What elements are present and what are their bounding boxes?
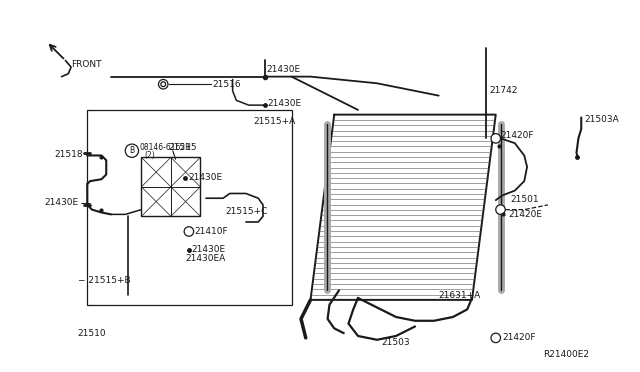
Text: − 21515+B: − 21515+B [77, 276, 131, 285]
Text: 21503A: 21503A [584, 115, 619, 124]
Text: (2): (2) [144, 151, 155, 160]
Text: 21501: 21501 [510, 195, 539, 204]
Text: 21430E: 21430E [192, 245, 226, 254]
Text: 21410F: 21410F [195, 227, 228, 236]
Text: 21430E: 21430E [188, 173, 222, 182]
Text: 21420F: 21420F [502, 333, 536, 342]
Text: FRONT: FRONT [71, 60, 102, 69]
Circle shape [161, 82, 166, 87]
Text: 21420E: 21420E [508, 210, 542, 219]
Circle shape [184, 227, 194, 236]
Text: 21742: 21742 [489, 86, 518, 95]
Circle shape [491, 333, 500, 343]
Text: 21518: 21518 [54, 150, 83, 159]
Bar [87, 110, 291, 305]
Text: 21430E: 21430E [45, 199, 79, 208]
Text: 21430E: 21430E [267, 64, 301, 74]
Text: 21420F: 21420F [500, 131, 534, 140]
Circle shape [159, 80, 168, 89]
Circle shape [496, 205, 505, 214]
Text: 21430EA: 21430EA [185, 254, 225, 263]
Text: 21430E: 21430E [268, 99, 302, 108]
Text: 21503: 21503 [381, 338, 410, 347]
Text: 21516: 21516 [212, 80, 241, 89]
Text: 21631+A: 21631+A [439, 291, 481, 299]
Text: 21510: 21510 [77, 328, 106, 338]
Circle shape [125, 144, 138, 157]
Text: 21515+C: 21515+C [225, 207, 268, 216]
Text: 21515: 21515 [168, 143, 196, 153]
Text: B: B [129, 146, 134, 155]
Circle shape [491, 134, 500, 143]
Bar [141, 157, 200, 216]
Text: 08146-6162H: 08146-6162H [140, 143, 191, 153]
Text: R21400E2: R21400E2 [543, 350, 589, 359]
Text: 21515+A: 21515+A [253, 117, 296, 126]
